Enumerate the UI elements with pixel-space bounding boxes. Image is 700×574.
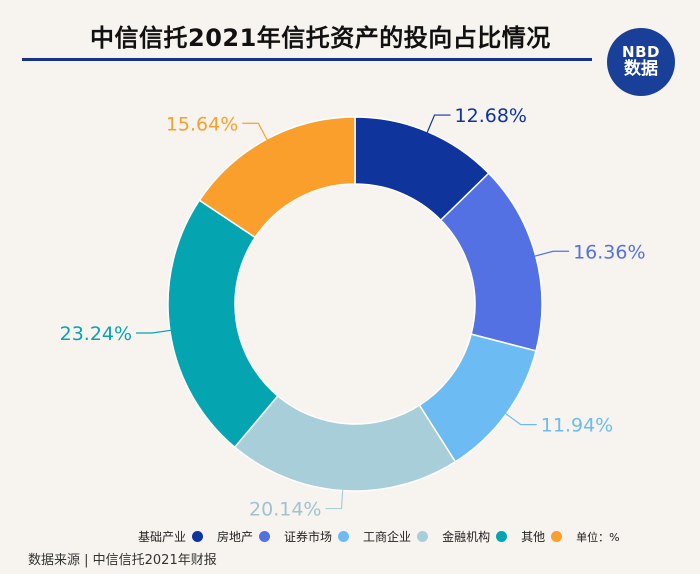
legend-item-5: 其他 xyxy=(521,528,563,545)
data-label-1: 16.36% xyxy=(573,241,645,263)
legend-item-3: 工商企业 xyxy=(363,528,429,545)
title-underline xyxy=(22,58,592,61)
data-source: 数据来源 | 中信信托2021年财报 xyxy=(28,553,217,568)
legend-label: 基础产业 xyxy=(138,530,187,544)
legend-label: 工商企业 xyxy=(363,530,412,544)
legend-item-1: 房地产 xyxy=(217,528,271,545)
logo-text-data: 数据 xyxy=(624,58,658,79)
leader-line-4 xyxy=(136,329,172,334)
donut-slice-4 xyxy=(167,199,279,449)
leader-line-0 xyxy=(426,114,451,134)
legend-item-4: 金融机构 xyxy=(442,528,508,545)
legend-item-2: 证券市场 xyxy=(284,528,350,545)
legend-swatch xyxy=(192,531,204,542)
legend-label: 房地产 xyxy=(217,530,254,544)
data-label-0: 12.68% xyxy=(455,105,527,127)
donut-slice-3 xyxy=(233,394,457,492)
leader-line-3 xyxy=(325,488,344,510)
leader-line-2 xyxy=(504,412,537,426)
legend-swatch xyxy=(259,531,271,542)
data-label-5: 15.64% xyxy=(166,113,238,135)
chart-title: 中信信托2021年信托资产的投向占比情况 xyxy=(90,24,551,52)
logo-text-nbd: NBD xyxy=(622,43,660,62)
donut-slice-5 xyxy=(198,116,356,239)
legend-swatch xyxy=(417,531,429,542)
legend-swatch xyxy=(496,531,508,542)
legend: 基础产业 房地产 证券市场 工商企业 金融机构 其他 单位：% xyxy=(138,528,620,545)
legend-swatch xyxy=(551,531,563,542)
legend-swatch xyxy=(338,531,350,542)
data-label-3: 20.14% xyxy=(249,499,321,521)
legend-label: 其他 xyxy=(521,530,546,544)
legend-item-0: 基础产业 xyxy=(138,528,204,545)
leader-line-5 xyxy=(242,122,269,142)
nbd-data-logo: NBD 数据 xyxy=(607,28,675,96)
legend-label: 证券市场 xyxy=(284,530,333,544)
leader-line-1 xyxy=(533,250,570,257)
unit-label: 单位：% xyxy=(576,530,620,544)
data-label-4: 23.24% xyxy=(60,323,132,345)
legend-label: 金融机构 xyxy=(442,530,491,544)
data-label-2: 11.94% xyxy=(541,415,613,437)
